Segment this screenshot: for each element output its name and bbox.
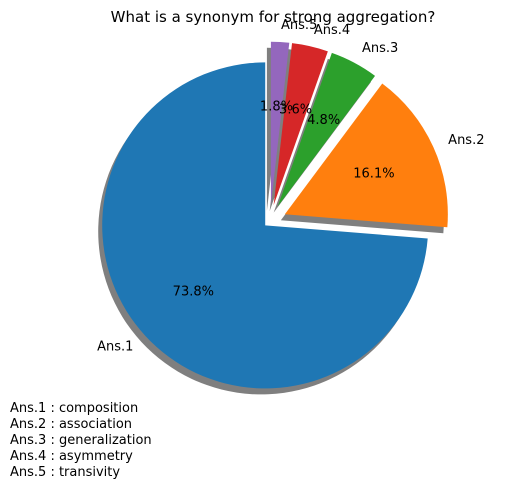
chart-title: What is a synonym for strong aggregation… [110,8,436,26]
slice-ans5 [270,41,290,205]
pie-labels: Ans.1 73.8% Ans.2 16.1% Ans.3 4.8% Ans.4 3.6% An… [97,18,484,354]
slice-ans1 [102,62,428,389]
category-label-ans2: Ans.2 [448,133,484,148]
legend-item-ans5: Ans.5 : transivity [10,465,121,480]
percent-label-ans1: 73.8% [173,284,214,299]
category-label-ans3: Ans.3 [362,41,398,56]
slice-ans2 [284,83,448,228]
legend-item-ans3: Ans.3 : generalization [10,433,152,448]
category-label-ans1: Ans.1 [97,340,133,355]
category-label-ans5: Ans.5 [281,18,317,33]
percent-label-ans3: 4.8% [307,113,340,128]
percent-label-ans5: 1.8% [260,100,293,115]
legend-item-ans2: Ans.2 : association [10,417,133,432]
pie-slices [102,41,448,389]
percent-label-ans4: 3.6% [279,102,312,117]
percent-label-ans2: 16.1% [353,166,394,181]
legend-item-ans1: Ans.1 : composition [10,401,139,416]
legend-item-ans4: Ans.4 : asymmetry [10,449,133,464]
category-label-ans4: Ans.4 [314,23,350,38]
pie-chart: Ans.1 73.8% Ans.2 16.1% Ans.3 4.8% Ans.4 3.6% An… [97,18,484,395]
answer-legend: Ans.1 : composition Ans.2 : association … [10,401,152,481]
slice-ans4 [273,43,328,206]
slice-ans3 [277,52,376,207]
